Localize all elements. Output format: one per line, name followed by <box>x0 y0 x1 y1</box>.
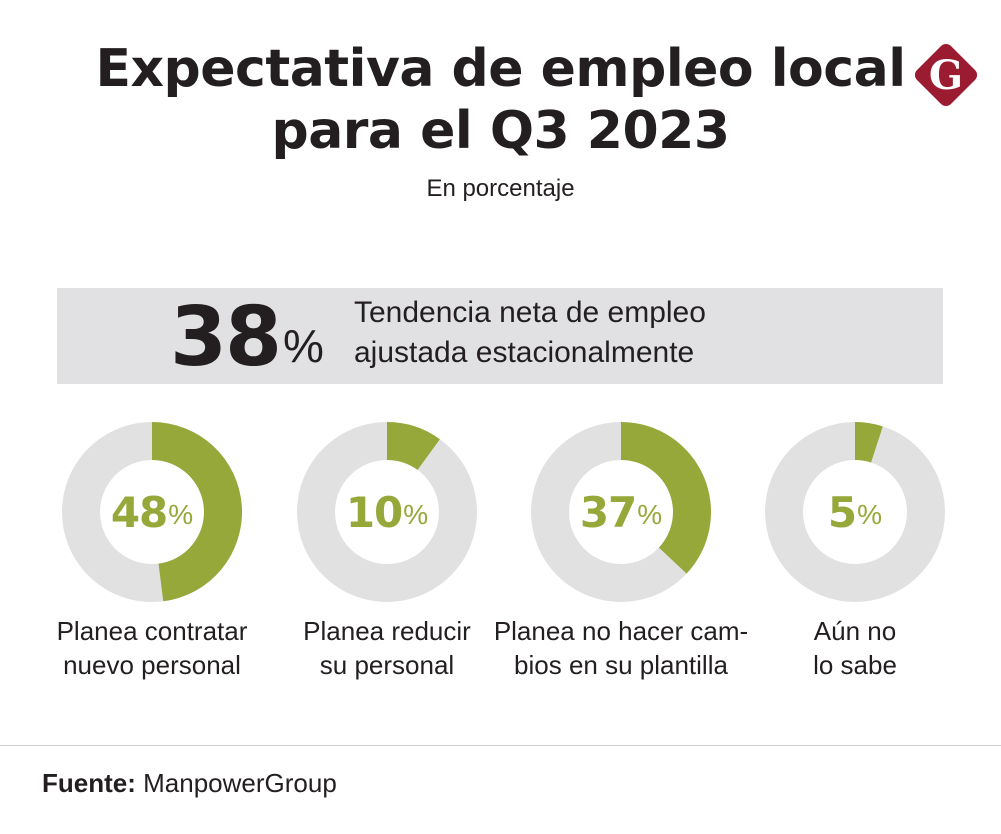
donut-value-arc <box>621 422 711 574</box>
source-value: ManpowerGroup <box>143 768 337 798</box>
category-label-line-1: Planea contratar <box>56 616 248 646</box>
net-trend-value: 38 <box>170 290 282 385</box>
donut-svg <box>765 422 945 602</box>
donut-chart: 5% <box>765 422 945 602</box>
brand-logo: G <box>908 37 984 113</box>
net-trend-line-2: ajustada estacionalmente <box>354 336 695 369</box>
donut-value-number: 10 <box>345 487 403 537</box>
donut-value-number: 5 <box>827 487 857 537</box>
category-label-line-1: Aún no <box>813 616 897 646</box>
donut-value-unit: % <box>637 499 663 530</box>
donut-value-label: 48% <box>62 422 242 602</box>
donut-svg <box>531 422 711 602</box>
category-label-line-2: su personal <box>319 650 455 680</box>
donut-value-unit: % <box>857 499 883 530</box>
category-label-line-1: Planea no hacer cam- <box>493 616 749 646</box>
donut-value-arc <box>855 422 883 463</box>
donut-category-label: Aún no lo sabe <box>725 614 985 682</box>
donut-value-label: 5% <box>765 422 945 602</box>
highlight-banner <box>57 288 943 384</box>
net-trend-description: Tendencia neta de empleo ajustada estaci… <box>354 293 706 373</box>
donut-category-label: Planea contratar nuevo personal <box>22 614 282 682</box>
donut-value-unit: % <box>168 499 194 530</box>
category-label-line-2: nuevo personal <box>63 650 241 680</box>
footer-divider <box>0 745 1001 746</box>
net-trend-line-1: Tendencia neta de empleo <box>354 296 706 329</box>
donut-chart: 37% <box>531 422 711 602</box>
donut-value-unit: % <box>403 499 429 530</box>
donut-chart: 48% <box>62 422 242 602</box>
chart-title: Expectativa de empleo local para el Q3 2… <box>0 38 1001 162</box>
donut-category-label: Planea no hacer cam-bios en su plantilla <box>491 614 751 682</box>
title-line-1: Expectativa de empleo local <box>95 39 906 99</box>
svg-text:G: G <box>929 52 963 99</box>
donut-value-arc <box>387 422 440 470</box>
logo-icon: G <box>914 43 978 107</box>
donut-value-label: 10% <box>297 422 477 602</box>
category-label-line-1: Planea reducir <box>303 616 471 646</box>
donut-value-number: 37 <box>579 487 637 537</box>
source-label: Fuente: <box>42 768 136 798</box>
chart-subtitle: En porcentaje <box>426 175 575 202</box>
donut-value-label: 37% <box>531 422 711 602</box>
category-label-line-2: lo sabe <box>813 650 897 680</box>
donut-chart: 10% <box>297 422 477 602</box>
donut-value-number: 48 <box>110 487 168 537</box>
donut-value-arc <box>152 422 242 602</box>
donut-svg <box>62 422 242 602</box>
title-line-2: para el Q3 2023 <box>271 101 730 161</box>
source-note: Fuente: ManpowerGroup <box>42 766 337 800</box>
donut-svg <box>297 422 477 602</box>
category-label-line-2: bios en su plantilla <box>514 650 728 680</box>
net-trend-unit: % <box>283 320 324 372</box>
donut-category-label: Planea reducir su personal <box>257 614 517 682</box>
